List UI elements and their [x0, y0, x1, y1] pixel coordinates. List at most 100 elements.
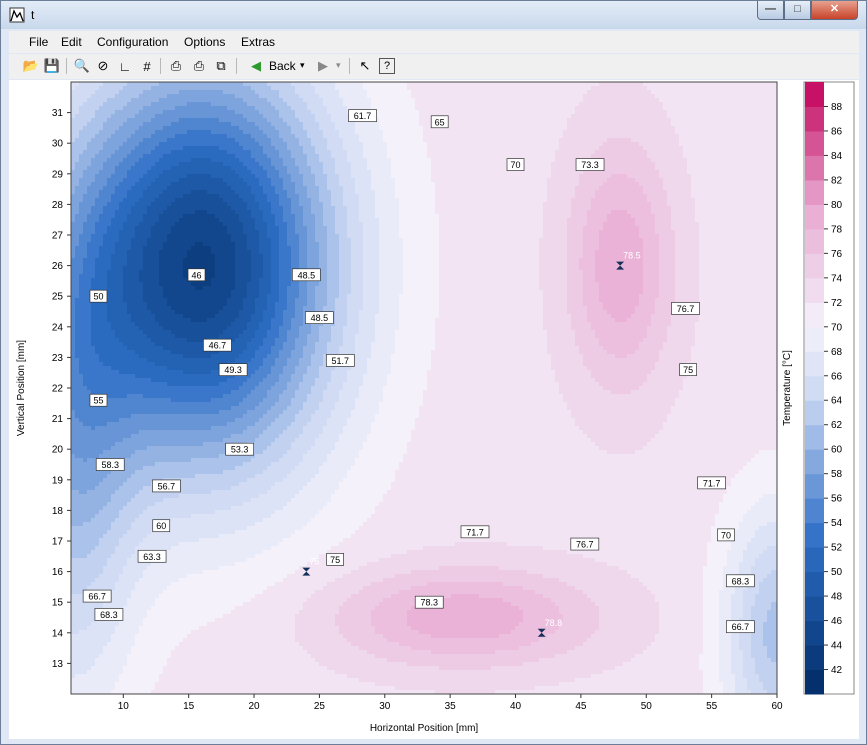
colorbar-tick-label: 52	[831, 543, 843, 554]
y-tick-label: 20	[52, 445, 64, 456]
forward-dropdown-chevron-icon[interactable]: ▾	[336, 60, 341, 71]
page-setup-icon[interactable]: ⎙	[167, 57, 185, 75]
colorbar-tick-label: 46	[831, 616, 843, 627]
colorbar-segment	[805, 106, 824, 132]
open-folder-icon[interactable]: 📂	[22, 57, 40, 75]
menu-configuration[interactable]: Configuration	[97, 35, 168, 49]
contour-label-text: 70	[721, 530, 731, 540]
colorbar-tick-label: 44	[831, 641, 843, 652]
toolbar-separator	[236, 58, 237, 74]
contour-chart[interactable]: 46 48.5 48.5 50 46.7 49.3 51.7 55 53.3 58.3 56.7 60…	[9, 80, 859, 739]
zoom-reset-icon[interactable]: ⊘	[94, 57, 112, 75]
menu-options[interactable]: Options	[184, 35, 225, 49]
colorbar-tick-label: 86	[831, 126, 843, 137]
contour-label: 68.3	[94, 608, 124, 621]
contour-label: 46.7	[203, 338, 232, 352]
contour-label-text: 71.7	[466, 527, 484, 537]
contour-label-text: 68.3	[732, 576, 750, 586]
maximize-button[interactable]: □	[784, 1, 811, 20]
colorbar-segment	[805, 155, 824, 181]
zoom-in-icon[interactable]: 🔍	[73, 57, 91, 75]
colorbar-segment	[805, 645, 824, 671]
back-button-label[interactable]: Back	[269, 59, 296, 73]
colorbar-label: Temperature [°C]	[782, 350, 793, 426]
pointer-icon[interactable]: ↖	[356, 57, 374, 75]
toolbar: 📂 💾 🔍 ⊘ ∟ # ⎙ ⎙ ⧉ ◀ Back ▾ ▶ ▾ ↖ ?	[9, 54, 859, 79]
colorbar-segment	[805, 228, 824, 254]
contour-label-text: 60	[156, 521, 166, 531]
extremum-marker: 78.8	[537, 618, 562, 637]
colorbar-segment	[805, 449, 824, 475]
marker-value: 75	[309, 557, 319, 567]
colorbar-segment	[805, 351, 824, 377]
contour-label-text: 53.3	[231, 445, 249, 455]
x-tick-label: 40	[510, 701, 522, 712]
back-dropdown-chevron-icon[interactable]: ▾	[300, 60, 305, 71]
contour-label-text: 73.3	[581, 160, 599, 170]
colorbar-segment	[805, 473, 824, 499]
colorbar-segment	[805, 375, 824, 401]
chart-app-icon	[9, 7, 25, 23]
contour-label-text: 46.7	[209, 341, 227, 351]
colorbar-tick-label: 84	[831, 151, 843, 162]
close-button[interactable]: ✕	[811, 1, 858, 20]
menu-extras[interactable]: Extras	[241, 35, 275, 49]
forward-arrow-icon[interactable]: ▶	[314, 57, 332, 75]
toolbar-separator	[66, 58, 67, 74]
contour-label: 61.7	[348, 109, 377, 123]
help-icon[interactable]: ?	[379, 58, 395, 74]
contour-label: 75	[326, 553, 344, 566]
colorbar-segment	[805, 424, 824, 450]
colorbar-tick-label: 64	[831, 396, 843, 407]
menu-file[interactable]: File	[29, 35, 48, 49]
print-icon[interactable]: ⎙	[190, 57, 208, 75]
y-tick-label: 14	[52, 628, 64, 639]
contour-label-text: 71.7	[703, 478, 721, 488]
colorbar-tick-label: 74	[831, 273, 843, 284]
save-icon[interactable]: 💾	[43, 57, 61, 75]
contour-label-text: 70	[511, 160, 521, 170]
copy-icon[interactable]: ⧉	[212, 57, 230, 75]
contour-label: 65	[430, 115, 449, 129]
y-tick-label: 26	[52, 261, 64, 272]
y-tick-label: 22	[52, 384, 64, 395]
marker-value: 78.5	[623, 251, 641, 261]
contour-label: 70	[717, 528, 735, 542]
colorbar-segment	[805, 669, 824, 695]
title-bar[interactable]: t — □ ✕	[1, 1, 866, 29]
axis-tool-icon[interactable]: ∟	[116, 57, 134, 75]
y-tick-label: 30	[52, 139, 64, 150]
contour-label-text: 51.7	[332, 356, 350, 366]
y-tick-label: 13	[52, 659, 64, 670]
contour-label-text: 66.7	[732, 622, 750, 632]
minimize-button[interactable]: —	[757, 1, 784, 20]
colorbar-segment	[805, 400, 824, 426]
contour-label: 58.3	[95, 458, 125, 471]
contour-label-text: 68.3	[100, 610, 118, 620]
contour-label: 49.3	[218, 363, 248, 376]
x-tick-label: 15	[183, 701, 195, 712]
colorbar-tick-label: 58	[831, 469, 843, 480]
y-tick-label: 23	[52, 353, 64, 364]
grid-icon[interactable]: #	[138, 57, 156, 75]
colorbar-segment	[805, 498, 824, 524]
contour-label-text: 75	[330, 555, 340, 565]
contour-label-text: 56.7	[158, 481, 176, 491]
colorbar-tick-label: 48	[831, 592, 843, 603]
contour-label: 46	[187, 268, 206, 282]
contour-label-text: 63.3	[143, 552, 161, 562]
colorbar-segment	[805, 130, 824, 156]
colorbar-tick-label: 42	[831, 665, 843, 676]
colorbar-tick-label: 76	[831, 249, 843, 260]
back-arrow-icon[interactable]: ◀	[247, 57, 265, 75]
menu-edit[interactable]: Edit	[61, 35, 82, 49]
colorbar-segment	[805, 596, 824, 622]
colorbar-tick-label: 78	[831, 224, 843, 235]
x-tick-label: 55	[706, 701, 718, 712]
y-tick-label: 21	[52, 414, 64, 425]
y-tick-label: 25	[52, 292, 64, 303]
colorbar-segment	[805, 82, 824, 107]
colorbar-tick-label: 82	[831, 175, 843, 186]
y-axis-label: Vertical Position [mm]	[16, 340, 27, 436]
contour-label: 78.3	[414, 595, 444, 609]
